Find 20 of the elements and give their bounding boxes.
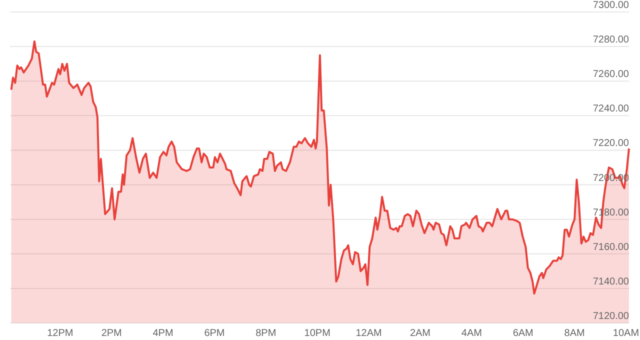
x-tick-label: 6PM <box>204 328 225 339</box>
y-tick-label: 7300.00 <box>592 0 630 11</box>
x-tick-label: 10AM <box>612 328 640 339</box>
x-tick-label: 4PM <box>152 328 174 339</box>
y-tick-label: 7240.00 <box>592 104 630 115</box>
y-tick-label: 7220.00 <box>592 138 630 150</box>
y-tick-label: 7120.00 <box>592 311 630 322</box>
x-tick-label: 2AM <box>410 328 431 339</box>
x-tick-label: 4AM <box>461 328 482 339</box>
y-tick-label: 7140.00 <box>592 276 630 288</box>
y-tick-label: 7280.00 <box>592 34 630 46</box>
x-tick-label: 12PM <box>47 328 74 339</box>
x-tick-label: 8AM <box>564 328 585 339</box>
y-tick-label: 7260.00 <box>592 69 630 80</box>
x-tick-label: 8PM <box>256 328 276 339</box>
y-tick-label: 7160.00 <box>592 242 630 253</box>
x-tick-label: 10PM <box>304 328 330 339</box>
x-tick-label: 6AM <box>512 328 534 339</box>
x-tick-label: 2PM <box>101 328 122 339</box>
x-tick-label: 12AM <box>356 328 382 339</box>
